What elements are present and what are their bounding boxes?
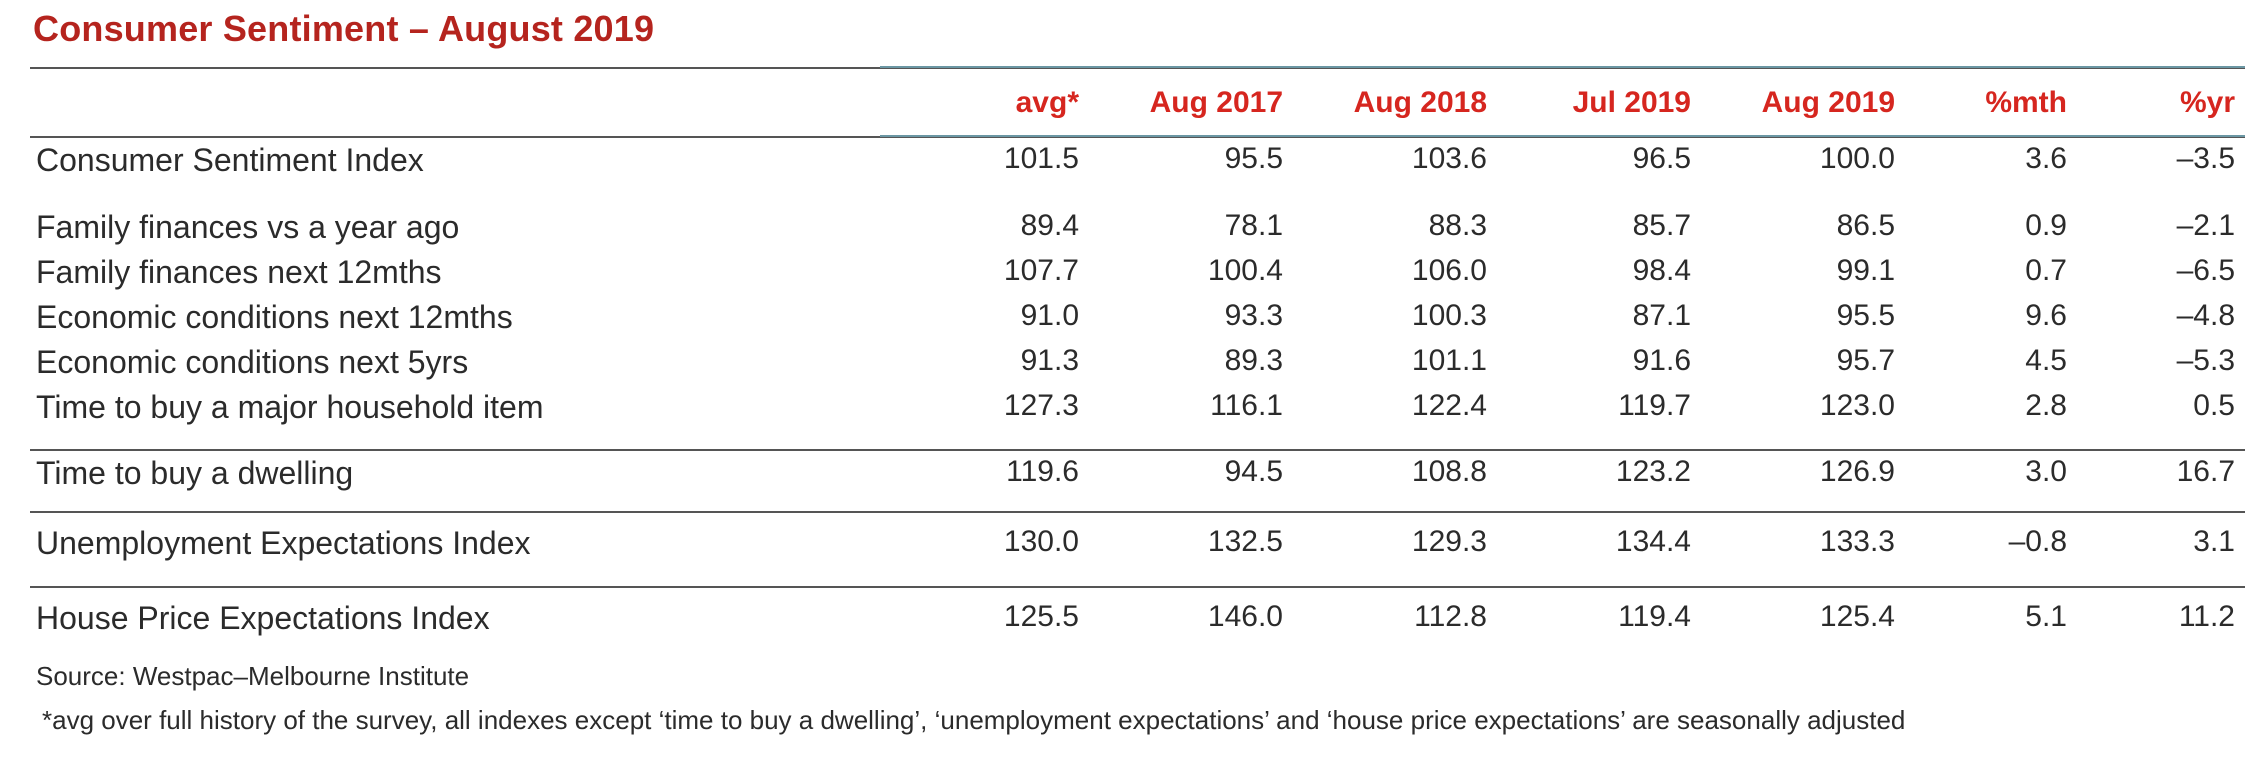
cell-aug-2017: 78.1: [1224, 209, 1283, 242]
cell-aug-2018: 103.6: [1411, 142, 1487, 175]
cell-aug-2019: 125.4: [1819, 600, 1895, 633]
column-header-aug-2018: Aug 2018: [1353, 86, 1487, 119]
top-rule-accent: [880, 66, 2245, 68]
footnote: *avg over full history of the survey, al…: [42, 705, 1906, 735]
cell-avg: 125.5: [1003, 600, 1079, 633]
cell-aug-2018: 122.4: [1411, 389, 1487, 422]
column-header-pct-month: %mth: [1985, 86, 2067, 119]
cell-aug-2017: 116.1: [1210, 389, 1283, 422]
row-label: Economic conditions next 5yrs: [36, 344, 469, 380]
cell-aug-2018: 112.8: [1414, 600, 1487, 633]
column-header-pct-year: %yr: [2179, 86, 2235, 119]
cell-aug-2018: 106.0: [1411, 254, 1487, 287]
cell-aug-2019: 126.9: [1819, 455, 1895, 488]
cell-avg: 89.4: [1020, 209, 1079, 242]
table-row: Economic conditions next 12mths 91.0 93.…: [0, 299, 2257, 339]
cell-pct-month: 2.8: [2025, 389, 2067, 422]
row-label: Unemployment Expectations Index: [36, 525, 531, 561]
row-label: Time to buy a major household item: [36, 389, 544, 425]
cell-aug-2017: 132.5: [1207, 525, 1283, 558]
column-header-avg: avg*: [1015, 86, 1079, 119]
cell-aug-2018: 129.3: [1411, 525, 1487, 558]
cell-avg: 127.3: [1003, 389, 1079, 422]
row-label: Family finances next 12mths: [36, 254, 442, 290]
cell-pct-month: 5.1: [2025, 600, 2067, 633]
cell-pct-year: 0.5: [2193, 389, 2235, 422]
cell-aug-2018: 100.3: [1411, 299, 1487, 332]
cell-aug-2018: 88.3: [1428, 209, 1487, 242]
cell-jul-2019: 85.7: [1632, 209, 1691, 242]
cell-jul-2019: 96.5: [1632, 142, 1691, 175]
cell-pct-year: –4.8: [2176, 299, 2235, 332]
cell-pct-month: 3.0: [2025, 455, 2067, 488]
header-rule: [30, 136, 2245, 138]
row-label: Consumer Sentiment Index: [36, 142, 424, 178]
cell-jul-2019: 91.6: [1632, 344, 1691, 377]
cell-pct-year: 3.1: [2193, 525, 2235, 558]
row-label: Time to buy a dwelling: [36, 455, 354, 491]
cell-jul-2019: 87.1: [1632, 299, 1691, 332]
table-row: Consumer Sentiment Index 101.5 95.5 103.…: [0, 142, 2257, 182]
cell-aug-2019: 95.7: [1836, 344, 1895, 377]
cell-aug-2018: 108.8: [1411, 455, 1487, 488]
cell-pct-year: –3.5: [2176, 142, 2235, 175]
cell-pct-month: 3.6: [2025, 142, 2067, 175]
column-header-aug-2019: Aug 2019: [1761, 86, 1895, 119]
cell-aug-2017: 89.3: [1224, 344, 1283, 377]
cell-jul-2019: 119.7: [1618, 389, 1691, 422]
cell-pct-month: 0.9: [2025, 209, 2067, 242]
section-divider: [30, 511, 2245, 513]
cell-jul-2019: 134.4: [1615, 525, 1691, 558]
cell-aug-2017: 100.4: [1207, 254, 1283, 287]
header-rule-accent: [880, 135, 2245, 137]
cell-avg: 101.5: [1003, 142, 1079, 175]
cell-avg: 91.3: [1020, 344, 1079, 377]
table-row: Time to buy a dwelling 119.6 94.5 108.8 …: [0, 455, 2257, 495]
cell-avg: 91.0: [1020, 299, 1079, 332]
top-rule: [30, 67, 2245, 69]
cell-pct-year: –2.1: [2176, 209, 2235, 242]
cell-aug-2018: 101.1: [1411, 344, 1487, 377]
cell-aug-2019: 86.5: [1836, 209, 1895, 242]
table-row: Family finances vs a year ago 89.4 78.1 …: [0, 209, 2257, 249]
table-row: Family finances next 12mths 107.7 100.4 …: [0, 254, 2257, 294]
cell-avg: 119.6: [1006, 455, 1079, 488]
cell-jul-2019: 98.4: [1632, 254, 1691, 287]
cell-avg: 107.7: [1003, 254, 1079, 287]
row-label: House Price Expectations Index: [36, 600, 490, 636]
cell-aug-2017: 146.0: [1207, 600, 1283, 633]
cell-avg: 130.0: [1003, 525, 1079, 558]
table-row: House Price Expectations Index 125.5 146…: [0, 600, 2257, 640]
column-header-aug-2017: Aug 2017: [1149, 86, 1283, 119]
cell-aug-2019: 99.1: [1836, 254, 1895, 287]
cell-aug-2017: 94.5: [1224, 455, 1283, 488]
cell-aug-2017: 93.3: [1224, 299, 1283, 332]
table-title: Consumer Sentiment – August 2019: [33, 8, 655, 49]
cell-aug-2019: 100.0: [1819, 142, 1895, 175]
cell-pct-year: –5.3: [2176, 344, 2235, 377]
source-note: Source: Westpac–Melbourne Institute: [36, 661, 470, 691]
cell-pct-year: 11.2: [2178, 600, 2235, 633]
cell-pct-year: 16.7: [2176, 455, 2235, 488]
section-divider: [30, 449, 2245, 451]
cell-jul-2019: 119.4: [1618, 600, 1691, 633]
cell-aug-2017: 95.5: [1224, 142, 1283, 175]
table-row: Unemployment Expectations Index 130.0 13…: [0, 525, 2257, 565]
table-row: Economic conditions next 5yrs 91.3 89.3 …: [0, 344, 2257, 384]
cell-pct-month: 9.6: [2025, 299, 2067, 332]
table-row: Time to buy a major household item 127.3…: [0, 389, 2257, 429]
cell-aug-2019: 133.3: [1819, 525, 1895, 558]
column-header-jul-2019: Jul 2019: [1572, 86, 1691, 119]
row-label: Economic conditions next 12mths: [36, 299, 513, 335]
cell-jul-2019: 123.2: [1615, 455, 1691, 488]
cell-pct-year: –6.5: [2176, 254, 2235, 287]
cell-aug-2019: 123.0: [1819, 389, 1895, 422]
cell-aug-2019: 95.5: [1836, 299, 1895, 332]
section-divider: [30, 586, 2245, 588]
cell-pct-month: 0.7: [2025, 254, 2067, 287]
cell-pct-month: –0.8: [2008, 525, 2067, 558]
row-label: Family finances vs a year ago: [36, 209, 460, 245]
cell-pct-month: 4.5: [2025, 344, 2067, 377]
